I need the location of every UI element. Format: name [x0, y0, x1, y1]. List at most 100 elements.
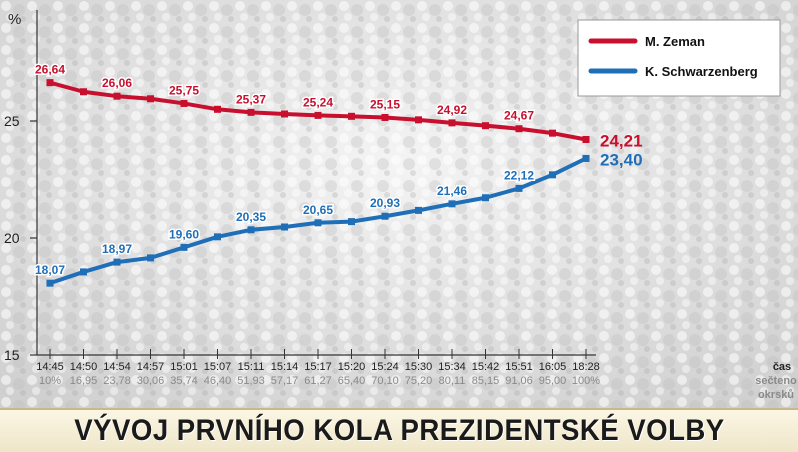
- data-label: 24,92: [437, 103, 467, 117]
- counted-tick-label: 10%: [39, 375, 61, 387]
- data-point: [281, 110, 288, 118]
- data-label: 24,67: [504, 109, 534, 123]
- data-point: [147, 254, 154, 262]
- y-tick-label: 25: [4, 113, 20, 129]
- data-point: [482, 194, 489, 202]
- data-point: [113, 258, 121, 266]
- x-tick-label: 15:14: [271, 361, 299, 373]
- title-bar: VÝVOJ PRVNÍHO KOLA PREZIDENTSKÉ VOLBY: [0, 408, 798, 452]
- data-point: [214, 105, 221, 113]
- data-point: [180, 243, 188, 251]
- counted-tick-label: 35,74: [170, 375, 198, 387]
- x-axis-title: čas: [773, 361, 791, 373]
- x-tick-label: 15:30: [405, 361, 433, 373]
- legend-label: K. Schwarzenberg: [645, 64, 758, 79]
- counted-tick-label: 80,11: [439, 375, 466, 387]
- data-point: [180, 99, 188, 107]
- x-tick-label: 15:24: [371, 361, 399, 373]
- data-point: [314, 219, 322, 227]
- data-point: [113, 92, 121, 100]
- data-label: 18,97: [102, 242, 132, 256]
- data-labels: 26,64 26,06 25,75 25,37 25,24 25,15 24,92 24,67…: [33, 61, 643, 279]
- data-point: [549, 129, 556, 137]
- x-tick-label: 15:51: [505, 361, 533, 373]
- legend-label: M. Zeman: [645, 34, 705, 49]
- data-point: [381, 212, 389, 220]
- x-tick-label: 15:07: [204, 361, 232, 373]
- x-tick-label: 15:20: [338, 361, 366, 373]
- counted-tick-label: 91,06: [505, 375, 533, 387]
- data-label: 20,65: [303, 203, 333, 217]
- data-point: [80, 88, 87, 96]
- x-tick-label: 15:42: [472, 361, 500, 373]
- data-label: 26,06: [102, 76, 132, 90]
- data-point: [549, 171, 556, 179]
- data-label: 18,07: [35, 263, 65, 277]
- line-chart: % 15 20 25 14:45 10% 14:50 16,95 14:54 23,78 14:57…: [0, 0, 798, 408]
- data-label: 19,60: [169, 227, 199, 241]
- secondary-axis-title-line1: sečteno: [755, 375, 797, 387]
- axes-group: % 15 20 25 14:45 10% 14:50 16,95 14:54 23,78 14:57…: [4, 10, 797, 401]
- data-point: [381, 113, 389, 121]
- counted-tick-label: 65,40: [338, 375, 366, 387]
- chart-title: VÝVOJ PRVNÍHO KOLA PREZIDENTSKÉ VOLBY: [73, 414, 725, 447]
- data-label: 25,75: [169, 83, 199, 97]
- x-tick-label: 18:28: [572, 361, 600, 373]
- data-label: 25,37: [236, 92, 266, 106]
- data-label: 25,24: [303, 95, 333, 109]
- data-label: 22,12: [504, 168, 534, 182]
- data-point: [448, 119, 456, 127]
- data-point: [515, 184, 523, 192]
- y-tick-label: 15: [4, 347, 20, 363]
- legend-box: [577, 19, 781, 97]
- legend: M. Zeman K. Schwarzenberg: [577, 19, 781, 97]
- counted-tick-label: 57,17: [271, 375, 299, 387]
- data-point: [348, 112, 355, 120]
- x-tick-label: 14:50: [70, 361, 98, 373]
- data-point: [281, 223, 288, 231]
- counted-tick-label: 46,40: [204, 375, 232, 387]
- y-tick-label: 20: [4, 230, 20, 246]
- counted-tick-label: 95,00: [539, 375, 567, 387]
- data-point: [515, 125, 523, 133]
- data-point: [582, 154, 590, 162]
- y-axis-unit: %: [8, 11, 21, 28]
- data-label: 20,93: [370, 196, 400, 210]
- data-point: [147, 95, 154, 103]
- counted-tick-label: 85,15: [472, 375, 500, 387]
- series-points: [46, 79, 590, 287]
- data-point: [46, 79, 54, 87]
- x-tick-label: 14:54: [103, 361, 131, 373]
- data-label: 23,40: [600, 150, 643, 169]
- data-point: [415, 206, 422, 214]
- x-tick-label: 14:45: [36, 361, 64, 373]
- data-point: [46, 279, 54, 287]
- data-point: [314, 111, 322, 119]
- data-point: [214, 233, 221, 241]
- data-point: [448, 200, 456, 208]
- counted-tick-label: 23,78: [103, 375, 131, 387]
- data-point: [348, 218, 355, 226]
- counted-tick-label: 70,10: [371, 375, 399, 387]
- counted-tick-label: 61,27: [304, 375, 332, 387]
- data-label: 20,35: [236, 210, 266, 224]
- x-tick-label: 15:34: [438, 361, 466, 373]
- counted-tick-label: 100%: [572, 375, 600, 387]
- data-label: 26,64: [35, 63, 65, 77]
- data-label: 25,15: [370, 97, 400, 111]
- data-label: 21,46: [437, 184, 467, 198]
- data-point: [80, 268, 87, 276]
- x-tick-label: 15:11: [238, 361, 265, 373]
- x-tick-label: 14:57: [137, 361, 165, 373]
- data-point: [482, 122, 489, 130]
- counted-tick-label: 51,93: [237, 375, 265, 387]
- counted-tick-label: 30,06: [137, 375, 165, 387]
- data-point: [247, 226, 255, 234]
- x-tick-label: 15:17: [304, 361, 332, 373]
- x-tick-label: 15:01: [170, 361, 198, 373]
- data-label: 24,21: [600, 131, 643, 150]
- data-point: [582, 135, 590, 143]
- counted-tick-label: 75,20: [405, 375, 433, 387]
- x-tick-label: 16:05: [539, 361, 567, 373]
